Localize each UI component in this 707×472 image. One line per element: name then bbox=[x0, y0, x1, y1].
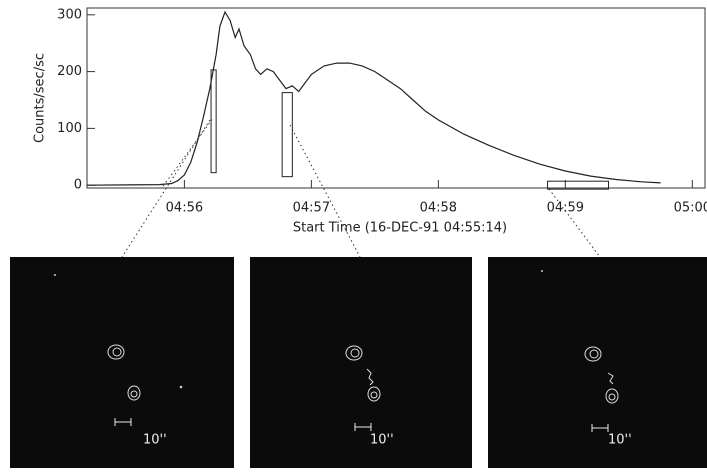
x-tick-label: 04:58 bbox=[420, 201, 457, 216]
interval-box bbox=[281, 92, 293, 178]
interval-box bbox=[210, 69, 217, 174]
scale-label: 10'' bbox=[370, 433, 394, 448]
scale-bar bbox=[354, 423, 372, 431]
panel-bg bbox=[250, 257, 472, 468]
x-tick-label: 05:00 bbox=[674, 201, 707, 216]
x-tick-label: 04:59 bbox=[547, 201, 584, 216]
connector bbox=[548, 188, 601, 258]
panel: 10'' bbox=[488, 257, 707, 468]
rise-fit bbox=[162, 117, 214, 187]
contours bbox=[345, 345, 381, 402]
x-tick-label: 04:56 bbox=[166, 201, 203, 216]
light-curve bbox=[86, 10, 661, 186]
panel-bg bbox=[10, 257, 234, 468]
scale-bar bbox=[114, 418, 132, 426]
x-axis-label: Start Time (16-DEC-91 04:55:14) bbox=[293, 221, 507, 236]
scale-label: 10'' bbox=[608, 433, 632, 448]
panels: 10'' 10'' 10'' bbox=[10, 257, 707, 468]
y-tick-label: 200 bbox=[57, 64, 82, 79]
panel: 10'' bbox=[10, 257, 234, 468]
connector bbox=[289, 124, 361, 258]
y-axis-label: Counts/sec/sc bbox=[33, 53, 48, 143]
x-tick-label: 04:57 bbox=[293, 201, 330, 216]
plot-frame bbox=[86, 7, 706, 189]
y-tick-label: 0 bbox=[74, 178, 82, 193]
interval-box bbox=[547, 180, 609, 190]
panel-bg bbox=[488, 257, 707, 468]
scale-label: 10'' bbox=[143, 433, 167, 448]
y-tick-label: 100 bbox=[57, 121, 82, 136]
y-tick-label: 300 bbox=[57, 7, 82, 22]
panel: 10'' bbox=[250, 257, 472, 468]
scale-bar bbox=[591, 424, 609, 432]
contours bbox=[107, 344, 141, 401]
contours bbox=[584, 346, 619, 404]
